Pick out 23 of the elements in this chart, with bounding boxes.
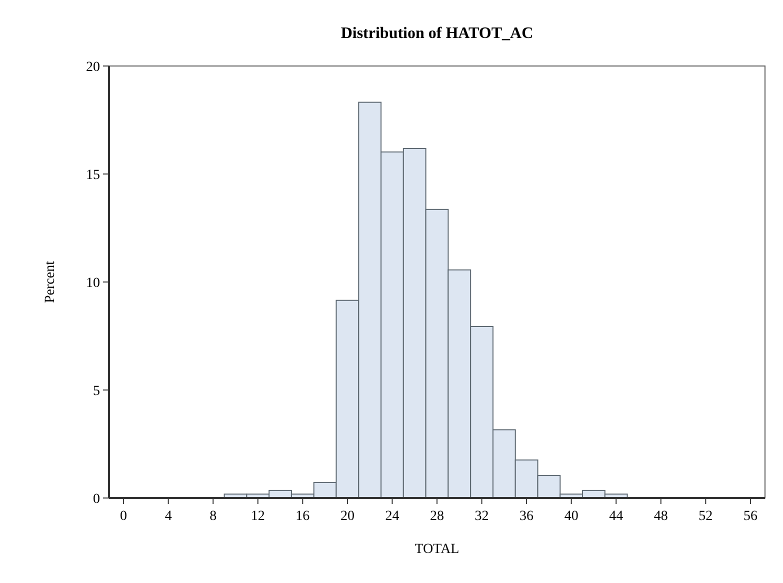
x-tick-label: 0	[120, 509, 128, 524]
y-tick-label: 15	[86, 168, 100, 183]
x-tick-label: 8	[210, 509, 217, 524]
x-tick-label: 32	[474, 509, 489, 524]
x-axis-title: TOTAL	[414, 542, 460, 557]
y-tick-label: 0	[93, 492, 100, 507]
x-tick-label: 16	[296, 509, 310, 524]
y-tick-label: 10	[86, 276, 100, 291]
x-tick-label: 44	[609, 509, 624, 524]
y-tick-label: 5	[93, 384, 100, 399]
x-tick-label: 52	[698, 509, 713, 524]
y-axis-title: Percent	[43, 260, 58, 303]
x-tick-label: 24	[385, 509, 400, 524]
x-tick-label: 28	[430, 509, 444, 524]
x-tick-label: 48	[654, 509, 668, 524]
x-tick-label: 36	[520, 509, 534, 524]
x-tick-label: 20	[340, 509, 354, 524]
x-tick-label: 40	[564, 509, 578, 524]
x-tick-label: 4	[164, 509, 172, 524]
x-tick-label: 56	[743, 509, 758, 524]
x-tick-label: 12	[250, 509, 265, 524]
y-tick-label: 20	[86, 60, 100, 75]
chart-title: Distribution of HATOT_AC	[340, 25, 534, 42]
